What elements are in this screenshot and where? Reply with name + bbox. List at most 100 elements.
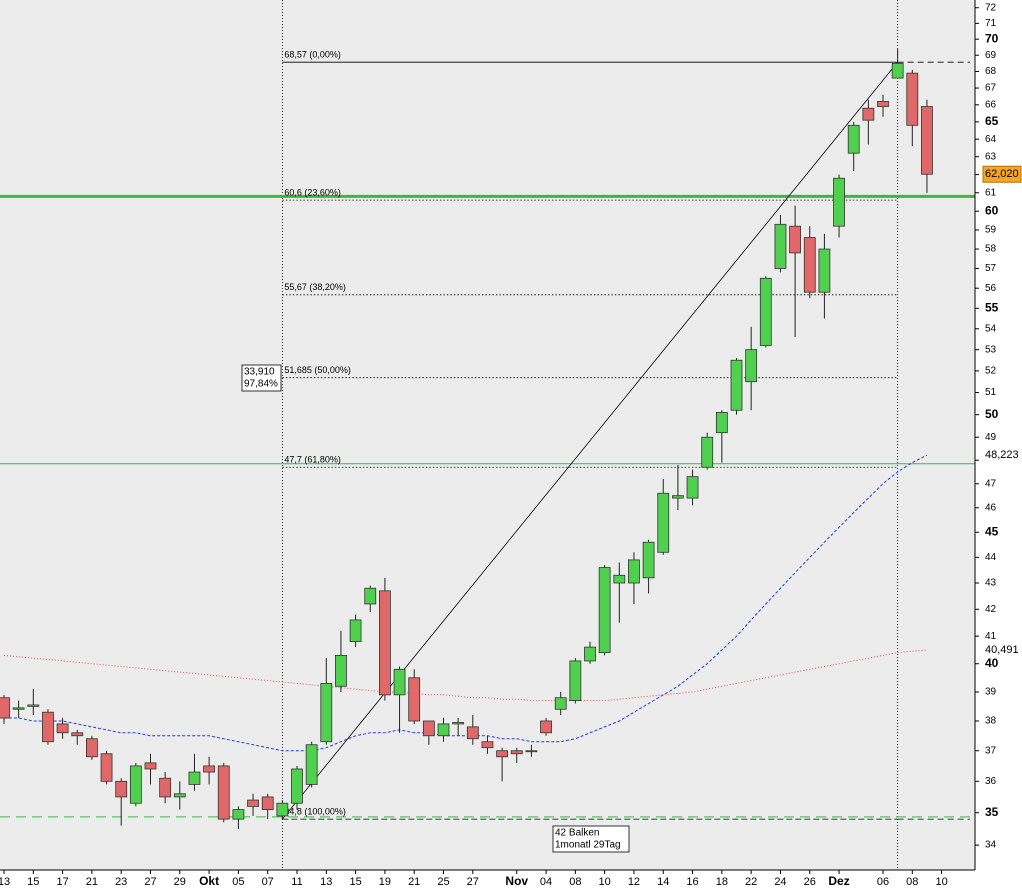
x-tick-label: 27	[144, 876, 156, 888]
candle-body	[642, 541, 655, 579]
x-tick-label: 13	[0, 876, 10, 888]
candle-body	[510, 750, 523, 755]
candle-body	[100, 753, 113, 782]
y-tick-label: 52	[985, 366, 997, 377]
candle-body	[203, 765, 216, 773]
x-tick-label: 10	[935, 876, 947, 888]
candle-body	[598, 567, 611, 654]
candle-body	[56, 723, 69, 734]
x-tick-label: 05	[232, 876, 244, 888]
y-tick-label: 70	[985, 31, 999, 45]
y-tick-label: 38	[985, 716, 997, 727]
y-tick-label: 65	[985, 114, 999, 128]
candle-body	[906, 72, 919, 126]
candle-body	[393, 668, 406, 696]
x-tick-label: 27	[467, 876, 479, 888]
candle-body	[540, 720, 552, 734]
x-tick-label: 06	[877, 876, 889, 888]
y-tick-label: 36	[985, 776, 997, 787]
fib-level-label: 34,8 (100,00%)	[284, 807, 346, 817]
x-tick-label: 21	[86, 876, 98, 888]
candle-body	[803, 237, 816, 293]
y-tick-label: 50	[985, 407, 999, 421]
y-tick-label: 35	[985, 805, 999, 819]
y-tick-label: 54	[985, 323, 997, 334]
x-tick-label: Nov	[505, 874, 528, 888]
y-tick-label: 40	[985, 656, 999, 670]
candle-body	[891, 62, 904, 79]
candle-body	[173, 793, 186, 798]
candle-body	[422, 720, 435, 737]
x-tick-label: Okt	[199, 874, 219, 888]
x-tick-label: 24	[774, 876, 786, 888]
candle-body	[789, 225, 801, 254]
annotation-text: 97,84%	[244, 379, 278, 390]
candle-body	[525, 750, 538, 753]
y-tick-label: 55	[985, 300, 999, 314]
y-tick-label: 51	[985, 387, 997, 398]
x-tick-label: 07	[262, 876, 274, 888]
candle-body	[921, 106, 933, 175]
y-tick-label: 34	[985, 840, 997, 851]
y-tick-label: 59	[985, 225, 997, 236]
x-tick-label: 13	[320, 876, 332, 888]
annotation-box	[241, 364, 282, 392]
annotation-text: 33,910	[244, 367, 275, 378]
candle-body	[12, 707, 25, 710]
candle-body	[349, 619, 362, 643]
candle-body	[745, 349, 758, 383]
candle-body	[305, 744, 318, 785]
price-label-box	[983, 642, 1021, 659]
fib-level-label: 47,7 (61,80%)	[284, 455, 341, 465]
x-tick-label: 15	[27, 876, 39, 888]
x-tick-label: 23	[115, 876, 127, 888]
y-tick-label: 39	[985, 687, 997, 698]
candle-body	[715, 412, 728, 434]
annotation-text: 1monatl 29Tag	[555, 840, 621, 851]
price-label-box	[982, 165, 1022, 183]
x-tick-label: 26	[804, 876, 816, 888]
x-tick-label: 22	[745, 876, 757, 888]
y-tick-label: 58	[985, 244, 997, 255]
annotation-text: 42 Balken	[555, 828, 599, 839]
price-label: 48,223	[985, 449, 1019, 461]
y-tick-label: 68	[985, 66, 997, 77]
x-tick-label: 12	[628, 876, 640, 888]
candle-body	[232, 809, 245, 820]
candle-body	[159, 777, 172, 798]
candle-body	[188, 771, 201, 785]
y-tick-label: 63	[985, 151, 997, 162]
x-tick-label: 15	[349, 876, 361, 888]
x-tick-label: 08	[569, 876, 581, 888]
y-tick-label: 66	[985, 99, 997, 110]
fib-level-label: 55,67 (38,20%)	[284, 282, 346, 292]
candle-body	[481, 741, 494, 749]
y-tick-label: 56	[985, 283, 997, 294]
candle-body	[833, 177, 845, 227]
candle-body	[247, 799, 259, 807]
candle-body	[672, 495, 684, 499]
moving-average	[4, 454, 928, 752]
candle-body	[217, 765, 230, 820]
candle-body	[701, 436, 714, 468]
y-tick-label: 42	[985, 604, 997, 615]
candle-body	[291, 768, 303, 804]
y-tick-label: 45	[985, 524, 999, 538]
candle-body	[569, 660, 582, 701]
candle-body	[42, 711, 54, 743]
candle-body	[86, 738, 98, 758]
y-tick-label: 67	[985, 83, 997, 94]
y-tick-label: 43	[985, 578, 997, 589]
x-tick-label: 11	[291, 876, 302, 888]
x-tick-label: 25	[437, 876, 449, 888]
candle-body	[818, 248, 831, 293]
fib-level-label: 68,57 (0,00%)	[284, 50, 341, 60]
x-tick-label: Dez	[828, 874, 849, 888]
x-tick-label: 04	[540, 876, 552, 888]
candle-body	[27, 704, 40, 707]
candle-body	[437, 723, 450, 737]
candle-body	[554, 697, 567, 710]
y-tick-label: 64	[985, 134, 997, 145]
